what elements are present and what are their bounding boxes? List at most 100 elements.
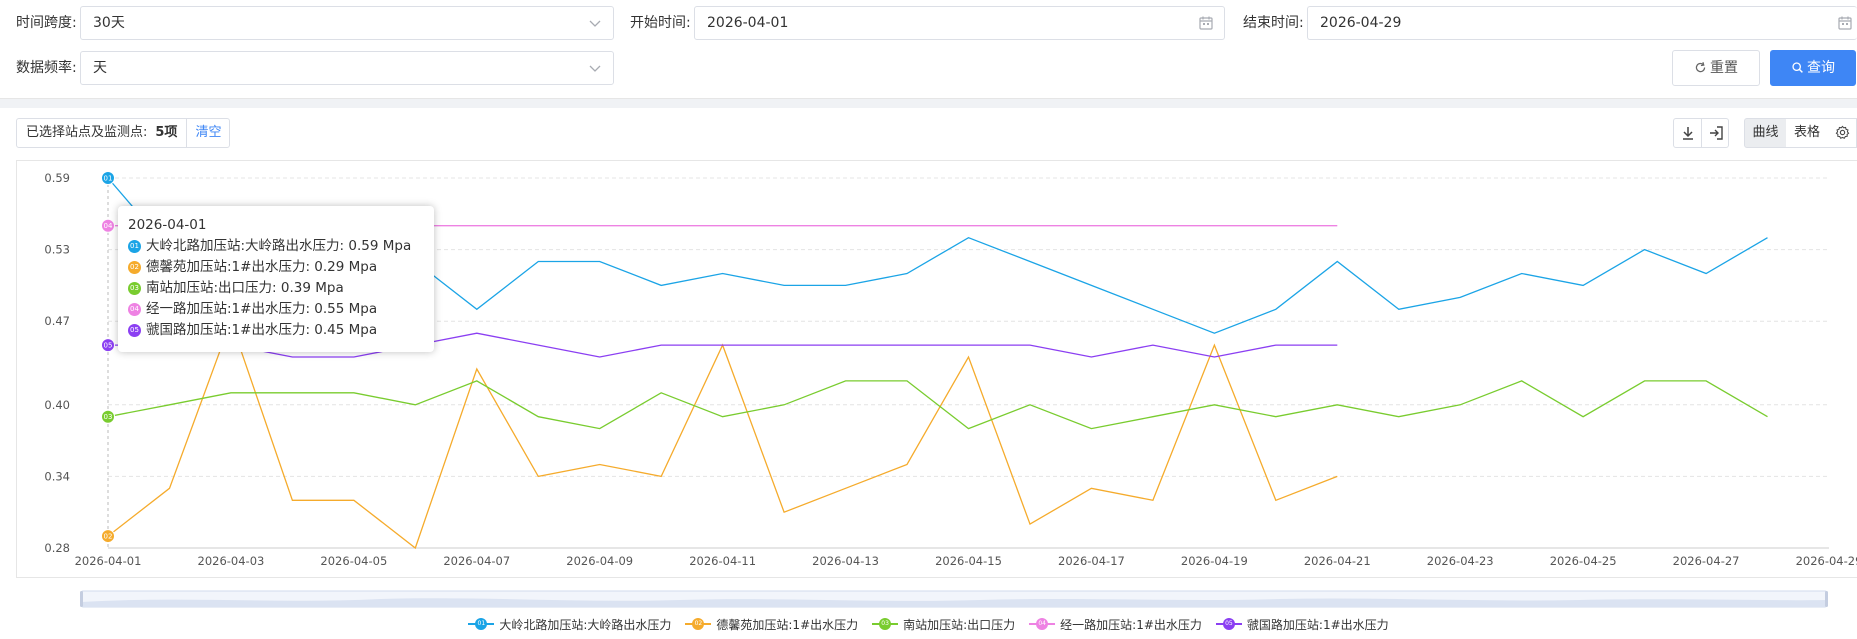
series-line[interactable] — [107, 380, 1768, 430]
tooltip-value: 虢国路加压站:1#出水压力: 0.45 Mpa — [146, 322, 378, 338]
x-tick-label: 2026-04-29 — [1796, 554, 1857, 568]
legend-label: 南站加压站:出口压力 — [903, 617, 1016, 632]
legend-label: 大岭北路加压站:大岭路出水压力 — [499, 617, 672, 632]
legend-item[interactable]: 02 德馨苑加压站:1#出水压力 — [685, 614, 858, 634]
gear-icon — [1835, 125, 1849, 139]
end-date-value: 2026-04-29 — [1320, 15, 1402, 31]
x-tick-label: 2026-04-07 — [443, 554, 510, 568]
slider-end-handle[interactable] — [1825, 591, 1828, 607]
y-tick-label: 0.28 — [44, 541, 70, 555]
legend-symbol: 04 — [1029, 618, 1056, 630]
download-icon[interactable] — [1680, 125, 1696, 141]
series-badge: 04 — [128, 303, 141, 316]
tooltip-date: 2026-04-01 — [128, 217, 207, 233]
x-tick-label: 2026-04-05 — [320, 554, 387, 568]
x-tick-label: 2026-04-25 — [1550, 554, 1617, 568]
legend-item[interactable]: 03 南站加压站:出口压力 — [872, 614, 1015, 634]
calendar-icon[interactable] — [1198, 15, 1214, 31]
x-tick-label: 2026-04-17 — [1058, 554, 1125, 568]
query-label: 查询 — [1807, 60, 1835, 76]
tooltip-value: 南站加压站:出口压力: 0.39 Mpa — [146, 280, 344, 296]
legend-label: 虢国路加压站:1#出水压力 — [1246, 617, 1389, 632]
tooltip-row: 02 德馨苑加压站:1#出水压力: 0.29 Mpa — [128, 257, 434, 278]
tooltip-row: 03 南站加压站:出口压力: 0.39 Mpa — [128, 278, 434, 299]
y-tick-label: 0.59 — [44, 171, 70, 185]
y-tick-label: 0.47 — [44, 314, 70, 328]
legend-item[interactable]: 05 虢国路加压站:1#出水压力 — [1215, 614, 1389, 634]
end-date-input[interactable]: 2026-04-29 — [1307, 6, 1857, 40]
legend-symbol: 01 — [468, 618, 495, 630]
legend-label: 德馨苑加压站:1#出水压力 — [716, 617, 859, 632]
x-tick-label: 2026-04-19 — [1181, 554, 1248, 568]
data-zoom-slider[interactable] — [80, 590, 1828, 608]
chart-legend: 01 大岭北路加压站:大岭路出水压力 02 德馨苑加压站:1#出水压力 03 南站加压站:… — [0, 614, 1857, 634]
legend-symbol: 02 — [685, 618, 712, 630]
time-span-label: 时间跨度: — [16, 15, 77, 31]
series-marker[interactable]: 04 — [101, 218, 115, 233]
marker-label: 02 — [104, 533, 113, 541]
series-badge: 02 — [128, 261, 141, 274]
start-date-value: 2026-04-01 — [707, 15, 789, 31]
chart-area — [16, 160, 1857, 578]
export-icon[interactable] — [1708, 125, 1724, 141]
x-tick-label: 2026-04-21 — [1304, 554, 1371, 568]
reset-button[interactable]: 重置 — [1672, 50, 1760, 86]
x-tick-label: 2026-04-27 — [1673, 554, 1740, 568]
tooltip-value: 德馨苑加压站:1#出水压力: 0.29 Mpa — [146, 259, 378, 275]
end-time-label: 结束时间: — [1243, 15, 1304, 31]
tooltip-row: 04 经一路加压站:1#出水压力: 0.55 Mpa — [128, 299, 434, 320]
x-tick-label: 2026-04-09 — [566, 554, 633, 568]
marker-label: 01 — [104, 175, 113, 183]
series-marker[interactable]: 03 — [101, 409, 115, 424]
search-icon — [1792, 62, 1803, 73]
selected-points-bar: 已选择站点及监测点: 5项 清空 — [16, 118, 231, 148]
series-marker[interactable]: 01 — [101, 171, 115, 185]
tooltip-row: 05 虢国路加压站:1#出水压力: 0.45 Mpa — [128, 320, 434, 341]
marker-label: 04 — [104, 222, 113, 230]
y-tick-label: 0.53 — [44, 243, 70, 257]
y-tick-label: 0.34 — [44, 469, 70, 483]
divider — [1701, 119, 1702, 147]
series-badge: 01 — [128, 240, 141, 253]
start-time-label: 开始时间: — [630, 15, 691, 31]
series-line[interactable] — [107, 319, 1338, 550]
data-frequency-value: 天 — [93, 60, 107, 76]
chevron-down-icon — [589, 65, 601, 72]
x-tick-label: 2026-04-01 — [75, 554, 142, 568]
tab-curve[interactable]: 曲线 — [1744, 118, 1787, 148]
chart-tooltip: 2026-04-01 01 大岭北路加压站:大岭路出水压力: 0.59 Mpa 02… — [118, 206, 434, 352]
marker-label: 03 — [104, 413, 113, 421]
calendar-icon[interactable] — [1837, 15, 1853, 31]
x-tick-label: 2026-04-03 — [198, 554, 265, 568]
x-tick-label: 2026-04-13 — [812, 554, 879, 568]
series-badge: 03 — [128, 282, 141, 295]
legend-label: 经一路加压站:1#出水压力 — [1060, 617, 1202, 632]
legend-symbol: 03 — [872, 618, 899, 630]
clear-button[interactable]: 清空 — [186, 119, 229, 147]
settings-button[interactable] — [1828, 118, 1857, 148]
marker-label: 05 — [104, 342, 113, 350]
chart-panel: 已选择站点及监测点: 5项 清空 曲线 表格 — [0, 108, 1857, 639]
export-tools — [1673, 118, 1729, 148]
query-button[interactable]: 查询 — [1770, 50, 1856, 86]
selected-points-label: 已选择站点及监测点: — [26, 125, 148, 140]
filter-panel: 时间跨度: 30天 开始时间: 2026-04-01 结束时间: 2026-04… — [0, 0, 1857, 99]
series-line[interactable] — [108, 332, 1338, 358]
series-badge: 05 — [128, 324, 141, 337]
selected-count: 5项 — [155, 125, 178, 140]
legend-item[interactable]: 04 经一路加压站:1#出水压力 — [1029, 614, 1202, 634]
x-tick-label: 2026-04-23 — [1427, 554, 1494, 568]
start-date-input[interactable]: 2026-04-01 — [694, 6, 1225, 40]
series-marker[interactable]: 05 — [101, 338, 115, 353]
series-marker[interactable]: 02 — [101, 529, 115, 544]
data-frequency-select[interactable]: 天 — [80, 51, 614, 85]
tooltip-row: 01 大岭北路加压站:大岭路出水压力: 0.59 Mpa — [128, 236, 434, 257]
refresh-icon — [1695, 62, 1706, 73]
time-span-value: 30天 — [93, 15, 125, 31]
y-tick-label: 0.40 — [44, 398, 70, 412]
legend-item[interactable]: 01 大岭北路加压站:大岭路出水压力 — [468, 614, 671, 634]
time-span-select[interactable]: 30天 — [80, 6, 614, 40]
chevron-down-icon — [589, 20, 601, 27]
data-frequency-label: 数据频率: — [16, 60, 77, 76]
slider-start-handle[interactable] — [80, 591, 83, 607]
